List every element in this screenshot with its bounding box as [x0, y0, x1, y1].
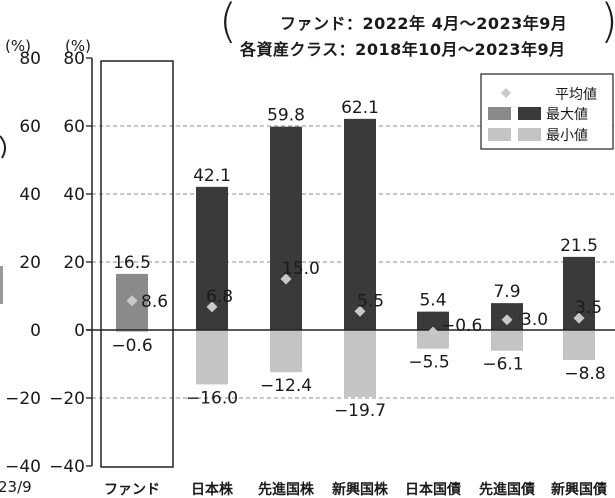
data-label-avg: 15.0 — [282, 259, 320, 279]
data-label-min: −6.1 — [482, 355, 523, 375]
data-label-max: 7.9 — [493, 282, 520, 302]
data-label-max: 5.4 — [419, 291, 446, 311]
legend-swatch-fund-min — [488, 128, 511, 141]
avg-marker — [354, 305, 366, 317]
data-label-max: 16.5 — [113, 253, 151, 273]
bar-max — [270, 126, 302, 331]
data-label-min: −8.8 — [564, 364, 605, 384]
y-tick-label-left: 0 — [30, 321, 41, 341]
data-label-min: −12.4 — [260, 376, 312, 396]
avg-marker — [501, 314, 513, 326]
x-category-label: 日本国債 — [405, 481, 461, 498]
avg-marker — [573, 312, 585, 324]
data-label-avg: 5.5 — [357, 291, 384, 311]
data-label-avg: 8.6 — [141, 292, 168, 312]
header-period-assets: 各資産クラス：2018年10月～2023年9月 — [240, 40, 566, 59]
bar-max — [344, 118, 376, 330]
data-label-min: −0.6 — [111, 336, 152, 356]
y-tick-label-right: 60 — [63, 117, 85, 137]
data-label-avg: 3.5 — [575, 298, 602, 318]
adjacent-x-tick-label: 23/9 — [0, 478, 32, 496]
y-tick-label-right: −40 — [49, 457, 85, 477]
bar-max — [417, 311, 449, 330]
x-category-label: 新興国債 — [551, 481, 607, 498]
bar-min — [417, 330, 449, 349]
header-open-paren: ( — [219, 0, 237, 48]
y-tick-label-left: 60 — [19, 117, 41, 137]
data-label-max: 42.1 — [193, 166, 231, 186]
x-category-label: ファンド — [104, 482, 160, 498]
data-label-min: −5.5 — [408, 353, 449, 373]
x-category-label: 先進国債 — [479, 481, 535, 498]
x-category-label: 先進国株 — [258, 481, 315, 498]
data-label-avg: 3.0 — [521, 310, 548, 330]
y-tick-label-right: 0 — [74, 321, 85, 341]
avg-marker — [280, 273, 292, 285]
y-tick-label-left: 20 — [19, 253, 41, 273]
y-tick-label-right: −20 — [49, 389, 85, 409]
avg-marker — [427, 326, 439, 338]
y-tick-label-right: 20 — [63, 253, 85, 273]
header-period-fund: ファンド：2022年 4月～2023年9月 — [280, 14, 568, 33]
avg-marker — [206, 301, 218, 313]
fund-highlight-frame — [100, 60, 174, 468]
bar-min — [196, 330, 228, 385]
legend-label-avg: 平均値 — [555, 87, 597, 103]
data-label-max: 59.8 — [267, 106, 305, 126]
y-tick-label-right: 40 — [63, 185, 85, 205]
y-tick-label-left: −40 — [5, 457, 41, 477]
y-unit-right: (%) — [65, 37, 91, 55]
legend-swatch-fund-max — [488, 107, 511, 120]
legend-swatch-asset-min — [518, 128, 541, 141]
data-label-avg: −0.6 — [441, 316, 482, 336]
x-category-label: 日本株 — [191, 481, 234, 498]
bar-min — [491, 330, 523, 351]
y-tick-label-right: 80 — [63, 49, 85, 69]
y-tick-label-left: 80 — [19, 49, 41, 69]
data-label-avg: 6.8 — [206, 287, 233, 307]
data-label-min: −16.0 — [186, 388, 238, 408]
data-label-max: 21.5 — [560, 236, 598, 256]
y-unit-left: (%) — [5, 37, 31, 55]
bar-min — [344, 330, 376, 397]
legend-label-max: 最大値 — [546, 107, 588, 123]
avg-marker — [126, 295, 138, 307]
data-label-max: 62.1 — [341, 98, 379, 118]
bar-min — [563, 330, 595, 360]
legend-swatch-asset-max — [518, 107, 541, 120]
y-tick-label-left: 40 — [19, 185, 41, 205]
y-tick-label-left: −20 — [5, 389, 41, 409]
bar-min — [270, 330, 302, 373]
adjacent-chart-fragment — [0, 135, 6, 159]
legend-label-min: 最小値 — [546, 128, 588, 144]
header-close-paren: ) — [600, 0, 615, 48]
legend-avg-marker — [501, 88, 511, 98]
x-category-label: 新興国株 — [332, 481, 389, 498]
adjacent-chart-fragment-bar — [0, 266, 3, 304]
data-label-min: −19.7 — [334, 401, 386, 421]
bar-min — [116, 330, 148, 333]
